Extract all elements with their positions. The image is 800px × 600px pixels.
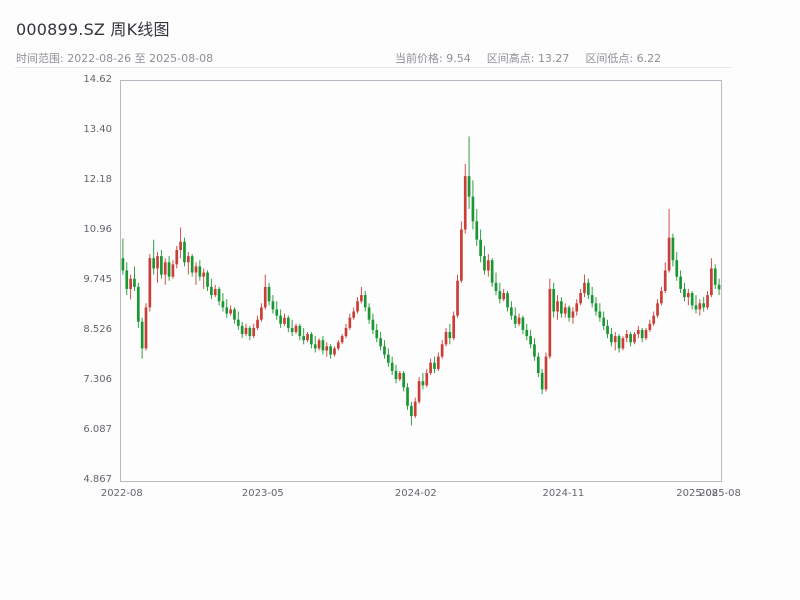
current-price-stat: 当前价格: 9.54 xyxy=(395,50,471,66)
price-stats: 当前价格: 9.54 区间高点: 13.27 区间低点: 6.22 xyxy=(395,50,661,66)
y-tick-label: 14.62 xyxy=(83,74,112,85)
header-divider xyxy=(15,67,731,68)
range-low-label: 区间低点: xyxy=(585,52,634,65)
plot-area xyxy=(120,80,722,482)
y-tick-label: 9.745 xyxy=(83,273,112,285)
y-axis: 14.62 13.40 12.18 10.96 9.745 8.526 7.306 6.087… xyxy=(0,0,112,600)
y-tick-label: 8.526 xyxy=(83,323,112,335)
candlestick-svg xyxy=(121,136,721,426)
time-range-label: 时间范围: xyxy=(16,52,64,65)
x-tick-label: 2025-08 xyxy=(676,488,719,499)
page-title: 000899.SZ 周K线图 xyxy=(16,20,170,39)
time-range: 时间范围: 2022-08-26 至 2025-08-08 xyxy=(16,50,213,66)
range-low-value: 6.22 xyxy=(636,52,662,65)
y-tick-label: 7.306 xyxy=(83,373,112,385)
x-tick-label: 2024-11 xyxy=(542,488,585,499)
y-tick-label: 10.96 xyxy=(83,224,112,236)
y-tick-label: 12.18 xyxy=(83,174,112,186)
range-low-stat: 区间低点: 6.22 xyxy=(585,50,661,66)
range-high-stat: 区间高点: 13.27 xyxy=(487,50,570,66)
y-tick-label: 6.087 xyxy=(83,423,112,435)
current-price-value: 9.54 xyxy=(446,52,471,65)
y-tick-label: 13.40 xyxy=(83,124,112,136)
x-tick-label: 2024-02 xyxy=(394,488,437,499)
x-tick-label: 2023-05 xyxy=(241,488,284,499)
range-high-value: 13.27 xyxy=(537,52,570,65)
current-price-label: 当前价格: xyxy=(395,52,443,65)
range-high-label: 区间高点: xyxy=(486,52,535,65)
y-tick-label: 4.867 xyxy=(83,474,112,485)
time-range-value: 2022-08-26 至 2025-08-08 xyxy=(67,52,214,65)
x-tick-label: 2025-08 xyxy=(699,488,741,499)
